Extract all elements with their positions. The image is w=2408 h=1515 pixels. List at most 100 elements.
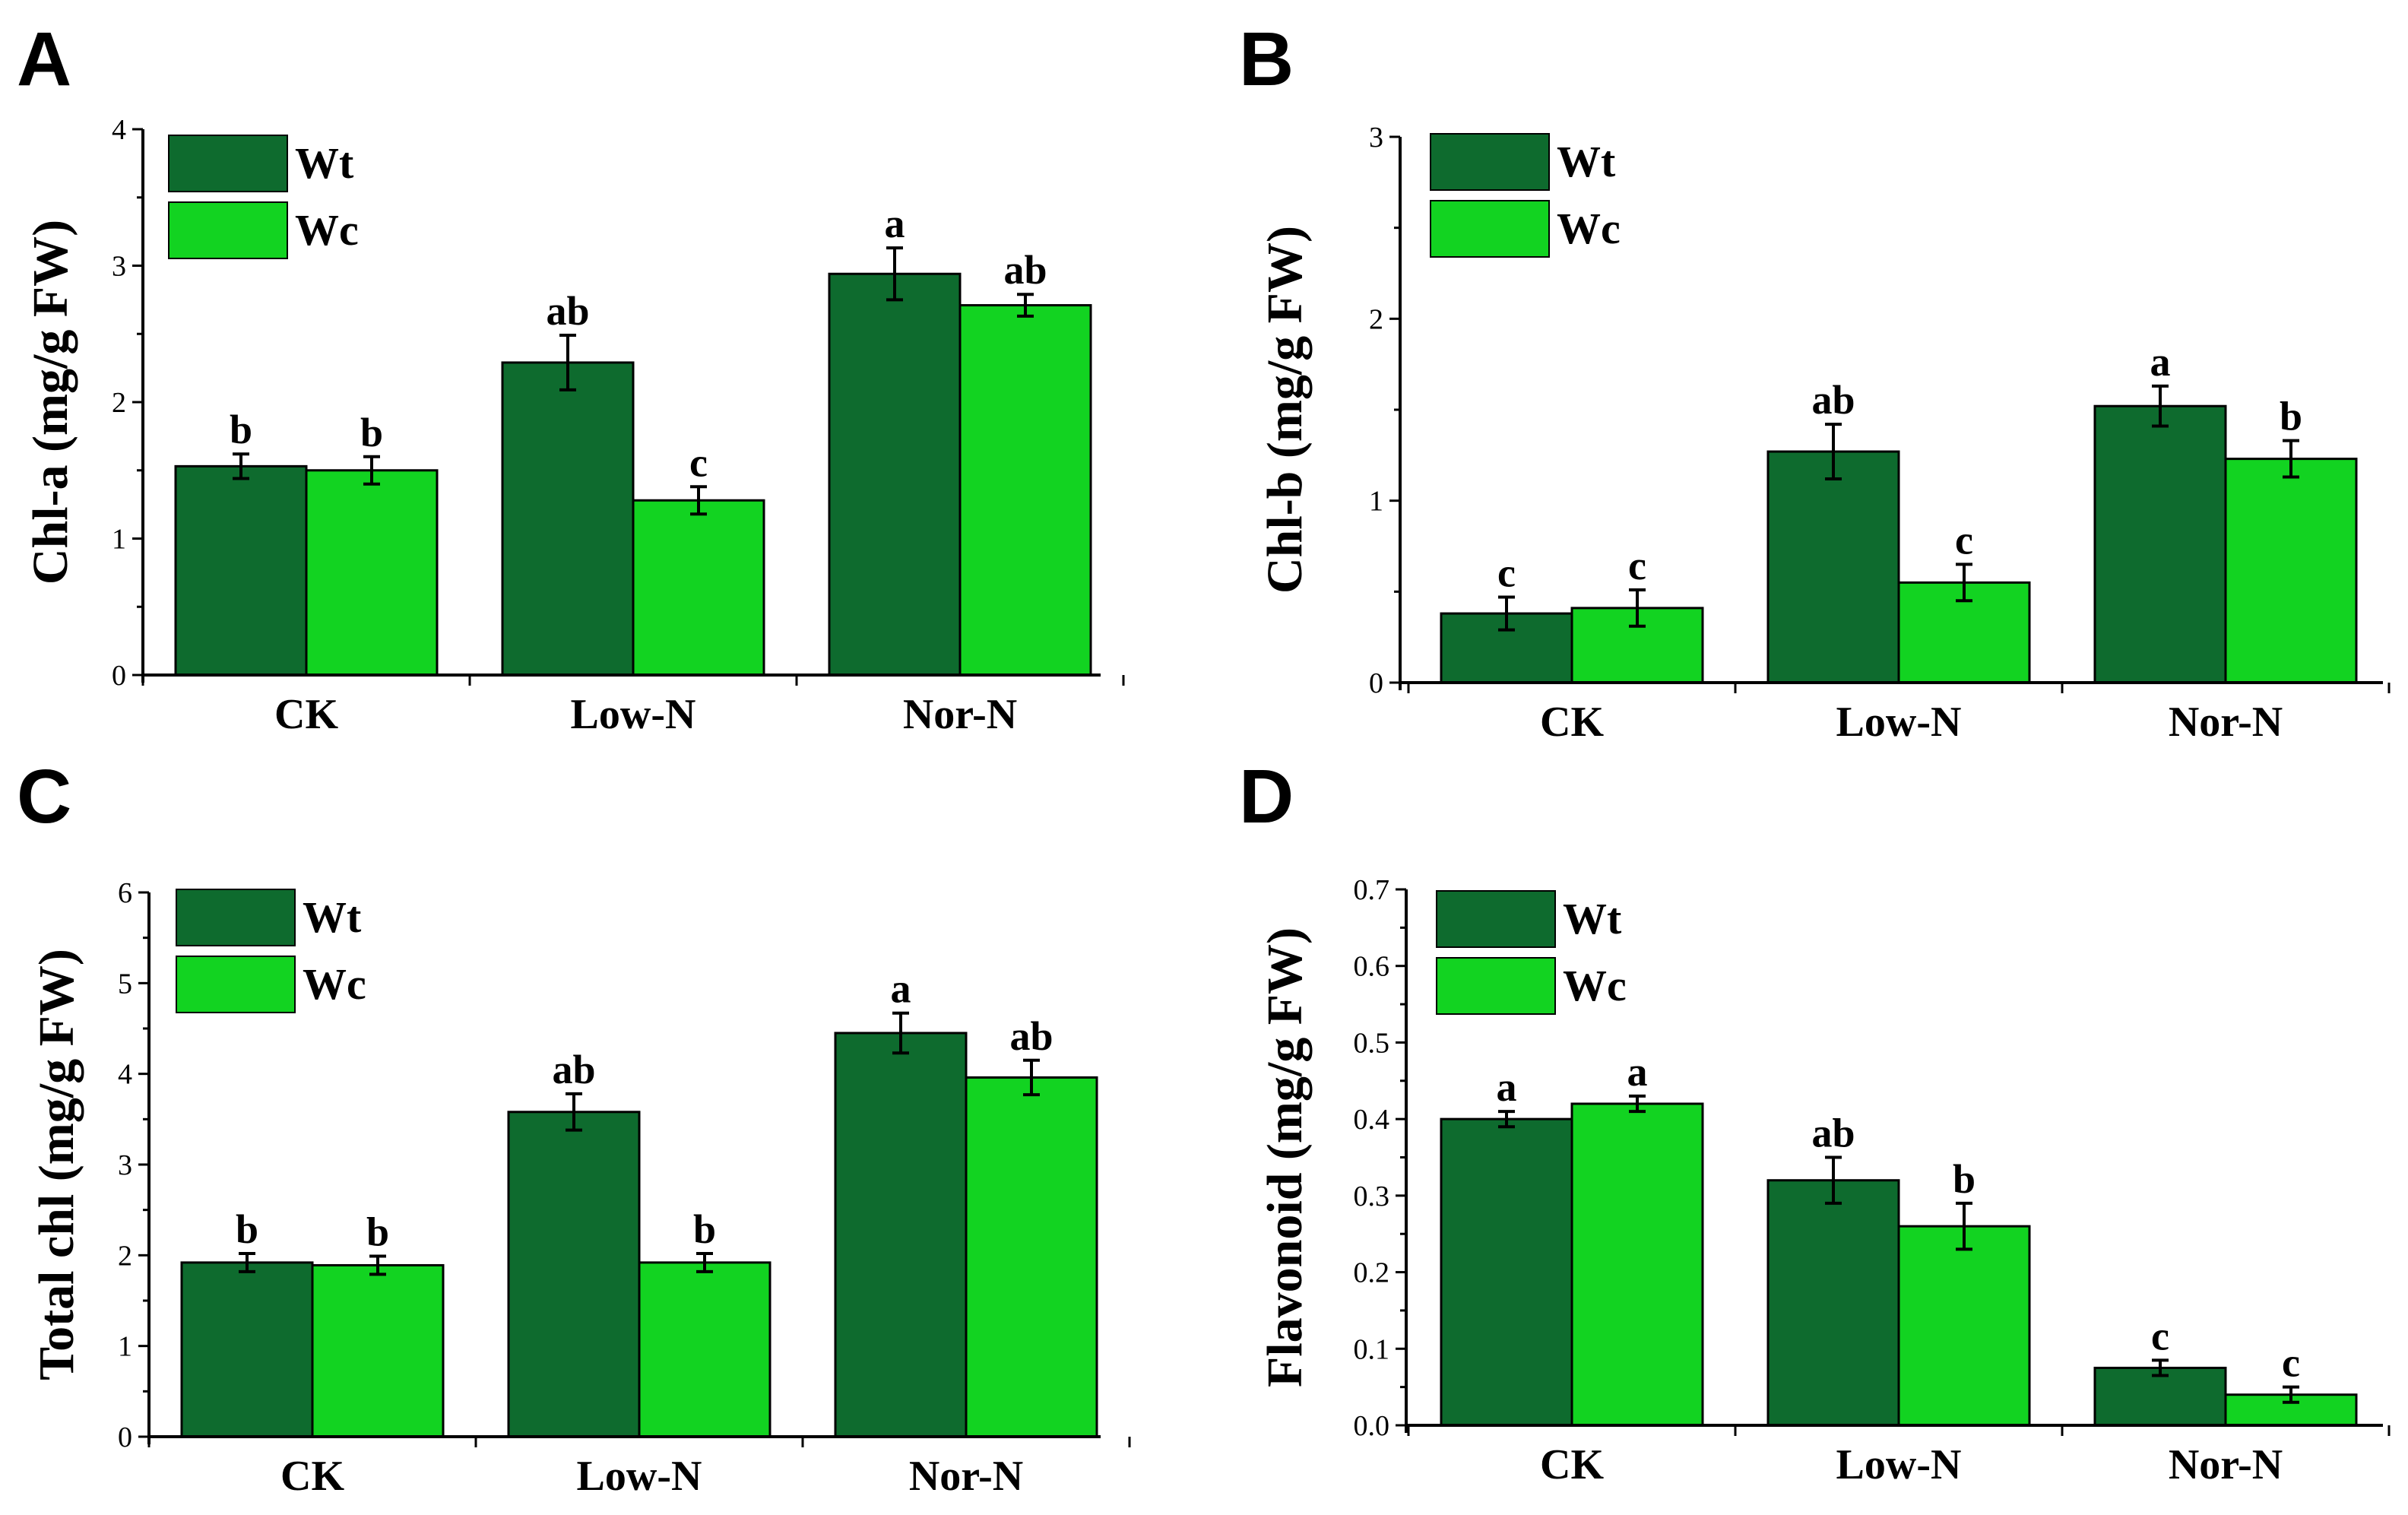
legend-swatch-wc: [168, 201, 288, 259]
series-wc: c c b: [1570, 394, 2358, 684]
series-wc: b c ab: [305, 247, 1092, 677]
x-category-label: Low-N: [571, 691, 696, 738]
panel-letter: A: [17, 17, 71, 102]
significance-letter: c: [689, 439, 708, 485]
bar: [1766, 450, 1900, 684]
y-tick-label: 1: [118, 1331, 132, 1363]
y-tick-label: 1: [112, 524, 126, 556]
series-wt: c ab a: [1440, 339, 2227, 684]
legend-label: Wc: [1563, 961, 1627, 1010]
significance-letter: c: [1497, 550, 1516, 596]
bar: [2093, 404, 2227, 684]
y-tick-label: 4: [118, 1059, 132, 1091]
series-wt: a ab c: [1440, 1064, 2227, 1427]
legend-label: Wc: [295, 205, 359, 255]
legend-label: Wt: [295, 138, 354, 188]
x-category-label: Low-N: [577, 1453, 702, 1500]
significance-letter: ab: [546, 288, 589, 334]
significance-letter: b: [366, 1209, 389, 1255]
x-category-label: Nor-N: [903, 691, 1017, 738]
legend-swatch-wt: [168, 135, 288, 192]
significance-letter: ab: [1009, 1013, 1053, 1059]
y-tick-label: 3: [1369, 122, 1383, 154]
y-axis-title: Chl-a (mg/g FW): [23, 220, 78, 585]
legend: Wt Wc: [168, 135, 359, 259]
x-category-label: CK: [1540, 1441, 1604, 1488]
x-category-label: CK: [280, 1453, 344, 1500]
y-tick-label: 2: [118, 1240, 132, 1272]
legend-label: Wc: [303, 959, 366, 1009]
legend-swatch-wc: [1436, 957, 1556, 1015]
y-tick-label: 3: [118, 1149, 132, 1181]
bar: [507, 1111, 641, 1438]
significance-letter: ab: [1811, 1111, 1855, 1156]
significance-letter: ab: [552, 1047, 595, 1092]
significance-letter: a: [2150, 339, 2171, 385]
y-tick-label: 2: [1369, 303, 1383, 335]
y-tick-label: 0: [112, 660, 126, 692]
legend: Wt Wc: [1436, 890, 1627, 1015]
bar: [828, 272, 962, 677]
x-category-label: Nor-N: [2169, 699, 2283, 746]
series-wc: b b ab: [311, 1013, 1098, 1438]
legend-label: Wc: [1557, 204, 1621, 253]
series-wt: b ab a: [174, 201, 962, 677]
significance-letter: ab: [1003, 247, 1047, 293]
bar: [174, 464, 308, 677]
legend-swatch-wc: [1430, 200, 1550, 258]
legend-swatch-wt: [176, 889, 296, 946]
x-category-label: Low-N: [1836, 1441, 1962, 1488]
significance-letter: ab: [1811, 377, 1855, 423]
significance-letter: a: [1627, 1049, 1648, 1095]
significance-letter: b: [360, 410, 383, 455]
x-category-label: Nor-N: [2169, 1441, 2283, 1488]
bar: [1766, 1179, 1900, 1427]
bar: [180, 1261, 314, 1438]
bar: [834, 1032, 968, 1438]
y-axis-title: Total chl (mg/g FW): [29, 949, 84, 1380]
y-tick-label: 6: [118, 877, 132, 909]
significance-letter: a: [885, 201, 905, 246]
legend-swatch-wt: [1430, 133, 1550, 191]
y-tick-label: 0.0: [1354, 1410, 1390, 1442]
y-tick-label: 1: [1369, 486, 1383, 518]
significance-letter: c: [1628, 543, 1646, 588]
y-tick-label: 0.5: [1354, 1027, 1390, 1059]
panel-b: Bc ab a c c b 0 1 2 3 CK Low-N Nor-N Chl-b (mg/g FW) W…: [1239, 17, 2391, 746]
bar: [501, 361, 635, 677]
bar: [958, 304, 1092, 677]
bar: [965, 1076, 1098, 1438]
panel-letter: B: [1239, 17, 1294, 102]
significance-letter: b: [1953, 1156, 1976, 1202]
y-tick-label: 0: [118, 1422, 132, 1453]
bar: [311, 1263, 445, 1438]
significance-letter: b: [693, 1206, 716, 1252]
bar: [638, 1261, 772, 1438]
y-tick-label: 0.3: [1354, 1181, 1390, 1212]
series-wt: b ab a: [180, 966, 968, 1438]
y-tick-label: 0.6: [1354, 951, 1390, 983]
y-tick-label: 0.7: [1354, 874, 1390, 906]
y-tick-label: 4: [112, 114, 126, 146]
y-tick-label: 2: [112, 387, 126, 419]
x-category-label: CK: [1540, 699, 1604, 746]
x-category-label: Low-N: [1836, 699, 1962, 746]
bar: [305, 469, 439, 677]
bar: [1897, 1225, 2031, 1427]
legend-label: Wt: [1563, 894, 1622, 943]
y-axis-title: Flavonoid (mg/g FW): [1257, 927, 1313, 1387]
y-tick-label: 5: [118, 968, 132, 1000]
significance-letter: b: [230, 407, 252, 452]
panel-letter: C: [17, 754, 71, 839]
legend-swatch-wt: [1436, 890, 1556, 948]
x-category-label: CK: [274, 691, 338, 738]
legend: Wt Wc: [176, 889, 366, 1013]
bar: [2224, 458, 2358, 684]
significance-letter: c: [1955, 517, 1973, 563]
significance-letter: b: [236, 1206, 258, 1252]
y-tick-label: 0.1: [1354, 1333, 1390, 1365]
y-tick-label: 0.4: [1354, 1104, 1390, 1136]
